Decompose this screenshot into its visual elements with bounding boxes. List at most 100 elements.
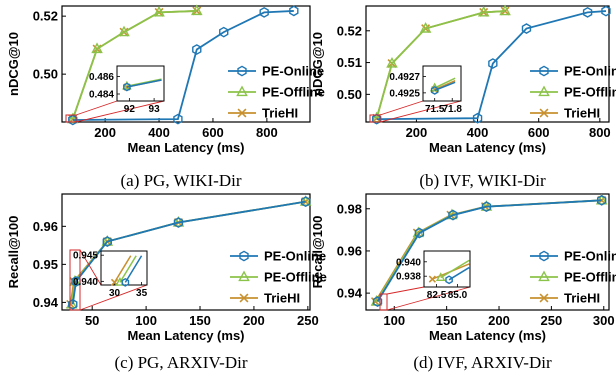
series-pe-online — [68, 196, 311, 310]
inset-data-point — [123, 82, 131, 92]
series-line — [72, 10, 294, 121]
inset-series-line — [119, 255, 137, 283]
zoom-connector — [79, 249, 102, 286]
inset-y-tick-label: 0.484 — [89, 90, 114, 101]
data-point — [488, 58, 498, 69]
inset-x-tick-label: 30 — [109, 288, 121, 299]
inset-data-point — [121, 277, 130, 287]
legend: PE-Online PE-Offline TrieHI — [530, 64, 616, 121]
series-pe-offline — [67, 4, 203, 124]
inset-x-tick-label: 35 — [136, 288, 148, 299]
inset-x-tick-label: 85.0 — [448, 290, 468, 301]
legend-marker — [237, 65, 247, 77]
data-point — [191, 4, 203, 16]
x-tick-label: 800 — [589, 125, 611, 140]
legend-marker — [239, 293, 249, 303]
x-tick-label: 250 — [541, 313, 563, 328]
series-line — [375, 10, 506, 119]
data-point — [259, 6, 269, 18]
legend-marker — [539, 108, 549, 118]
y-tick-label: 0.50 — [337, 87, 362, 102]
series-line — [376, 10, 607, 121]
legend-label: PE-Offline — [262, 85, 325, 100]
legend-marker — [538, 270, 550, 282]
x-tick-label: 300 — [593, 313, 615, 328]
legend-marker — [538, 85, 550, 97]
zoom-connector — [386, 286, 425, 295]
zoom-connector — [379, 100, 424, 116]
data-point — [414, 227, 425, 239]
y-tick-label: 0.51 — [337, 55, 362, 70]
data-point — [299, 195, 312, 206]
legend-marker — [238, 270, 250, 282]
legend-marker — [539, 293, 549, 303]
inset-x-tick-label: 71.5 — [425, 104, 445, 115]
inset-x-tick-label: 71.8 — [442, 104, 462, 115]
plot-frame — [61, 5, 311, 123]
zoom-region-box — [379, 293, 388, 311]
x-tick-label: 400 — [467, 125, 489, 140]
y-tick-label: 0.94 — [33, 295, 59, 310]
plot-frame — [61, 193, 311, 311]
x-tick-label: 50 — [85, 313, 99, 328]
x-tick-label: 600 — [202, 125, 224, 140]
x-tick-label: 400 — [148, 125, 170, 140]
y-tick-label: 0.98 — [337, 201, 362, 216]
data-point — [68, 298, 78, 310]
legend: PE-Online PE-Offline TrieHI — [230, 249, 327, 306]
panel-caption: (c) PG, ARXIV-Dir — [114, 353, 247, 372]
data-point — [289, 5, 299, 17]
y-tick-label: 0.96 — [337, 243, 362, 258]
legend-label: PE-Online — [264, 249, 326, 264]
legend-label: PE-Online — [564, 64, 616, 79]
y-axis-label: nDCG@10 — [310, 32, 325, 96]
inset-x-tick-label: 82.5 — [427, 290, 447, 301]
legend-label: PE-Online — [262, 64, 324, 79]
y-tick-label: 0.52 — [33, 9, 58, 24]
zoom-connector — [79, 284, 148, 311]
inset-y-tick-label: 0.938 — [396, 272, 421, 283]
legend-label: TrieHI — [564, 106, 600, 121]
data-point — [173, 113, 183, 125]
data-point — [153, 5, 165, 17]
legend-label: PE-Online — [564, 249, 616, 264]
x-tick-label: 150 — [436, 313, 458, 328]
legend-label: TrieHI — [262, 106, 298, 121]
y-tick-label: 0.94 — [337, 286, 363, 301]
inset-y-tick-label: 0.945 — [73, 251, 98, 262]
inset-x-tick-label: 92 — [124, 104, 136, 115]
inset-zoom: 0.484 0.486 92 93 — [89, 65, 165, 115]
inset-series-line — [113, 255, 132, 283]
data-point — [521, 23, 532, 34]
legend: PE-Online PE-Offline TrieHI — [530, 249, 616, 306]
data-point — [582, 6, 593, 18]
data-point — [596, 194, 607, 206]
x-axis-label: Mean Latency (ms) — [429, 328, 546, 343]
zoom-connector — [75, 100, 118, 116]
inset-y-tick-label: 0.940 — [73, 277, 98, 288]
data-point — [67, 112, 79, 124]
legend-marker — [237, 108, 247, 118]
x-tick-label: 100 — [383, 313, 405, 328]
legend-label: TrieHI — [264, 291, 300, 306]
chart-panel-1: 0.50 0.52 200 400 600 800 Mean Latency (ms) nDC… — [6, 4, 325, 190]
y-tick-label: 0.95 — [33, 257, 58, 272]
inset-data-point — [435, 272, 446, 282]
inset-data-point — [430, 86, 439, 95]
inset-data-point — [445, 275, 453, 285]
zoom-connector — [379, 100, 462, 123]
zoom-region-box — [69, 249, 81, 311]
x-tick-label: 200 — [94, 125, 116, 140]
data-point — [301, 196, 311, 208]
data-point — [118, 25, 130, 37]
legend-marker — [539, 250, 549, 262]
y-tick-label: 0.50 — [33, 67, 58, 82]
inset-frame — [422, 65, 462, 102]
data-point — [102, 236, 112, 247]
panel-caption: (d) IVF, ARXIV-Dir — [413, 353, 552, 372]
series-line — [376, 199, 602, 303]
x-tick-label: 250 — [297, 313, 319, 328]
plot-frame — [365, 5, 610, 123]
zoom-connector — [75, 100, 165, 123]
